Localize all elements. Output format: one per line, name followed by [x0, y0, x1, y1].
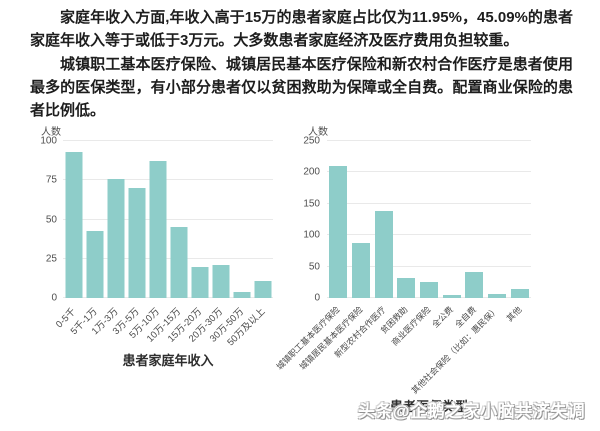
bar [351, 242, 370, 298]
bar [374, 211, 393, 298]
body-text: 家庭年收入方面,年收入高于15万的患者家庭占比仅为11.95%，45.09%的患… [30, 6, 573, 122]
bar [254, 280, 271, 298]
bar [107, 178, 124, 298]
bar [149, 161, 166, 298]
plot-area [63, 140, 273, 298]
gridline [63, 257, 273, 259]
x-axis-title: 患者家庭年收入 [122, 353, 214, 368]
x-tick-label: 全公费 [430, 304, 456, 330]
gridline [327, 265, 531, 267]
paragraph-income-summary: 家庭年收入方面,年收入高于15万的患者家庭占比仅为11.95%，45.09%的患… [30, 9, 573, 50]
gridline [63, 140, 273, 141]
y-tick-label: 200 [303, 166, 320, 178]
watermark-text: 头条@企鹅之家小脑共济失调 [358, 402, 586, 421]
x-labels: 0-5千 5千-1万 1万-3万 3万-5万 5万-10万 10万-15万 15万-20万 2… [54, 298, 273, 354]
paragraph-insurance-summary: 城镇职工基本医疗保险、城镇居民基本医疗保险和新农村合作医疗是患者使用最多的医保类… [30, 55, 573, 120]
x-tick-label: 其他 [504, 304, 524, 324]
bar [510, 288, 529, 298]
y-tick-label: 100 [303, 229, 320, 241]
bar [128, 188, 145, 298]
bar [86, 230, 103, 298]
bar [397, 277, 416, 298]
bar [233, 291, 250, 298]
bar [442, 294, 461, 298]
bar [420, 281, 438, 298]
gridline [63, 179, 273, 181]
y-tick-label: 75 [45, 174, 57, 186]
insurance-type-bar-chart: 人数 0 50 100 150 200 250 城镇职工基本医疗保险 城镇居民基本医疗保险新… [275, 120, 585, 428]
y-axis-title: 人数 [308, 127, 328, 138]
x-labels: 城镇职工基本医疗保险 城镇居民基本医疗保险 新型农村合作医疗 贫困救助 商业医疗保险 全公… [275, 298, 531, 396]
bar [465, 271, 484, 298]
y-tick-label: 100 [40, 135, 57, 147]
y-tick-label: 0 [314, 292, 320, 304]
y-axis-title: 人数 [41, 127, 61, 138]
gridline [63, 297, 273, 298]
gridline [327, 140, 531, 141]
bar [191, 266, 208, 298]
x-axis-title: 患者医保类型 [389, 399, 468, 414]
y-axis: 0 25 50 75 100 [30, 136, 57, 304]
y-tick-label: 250 [303, 135, 320, 147]
bar [170, 227, 187, 298]
bar [212, 265, 229, 298]
family-income-bar-chart: 人数 0 25 50 75 100 0-5千 5千-1万 1万-3万 3万-5万 5万-10万 1… [30, 120, 286, 382]
gridline [327, 171, 531, 173]
y-axis: 0 50 100 150 200 250 [295, 136, 320, 304]
plot-area [327, 140, 531, 298]
gridline [327, 202, 531, 204]
y-tick-label: 50 [45, 214, 57, 225]
y-tick-label: 25 [45, 253, 57, 265]
y-tick-label: 0 [51, 292, 57, 304]
bar [65, 152, 82, 298]
gridline [63, 218, 273, 220]
y-tick-label: 50 [308, 261, 320, 273]
bar [488, 293, 506, 298]
gridline [327, 234, 531, 236]
y-tick-label: 150 [303, 198, 320, 210]
bar [329, 166, 348, 298]
